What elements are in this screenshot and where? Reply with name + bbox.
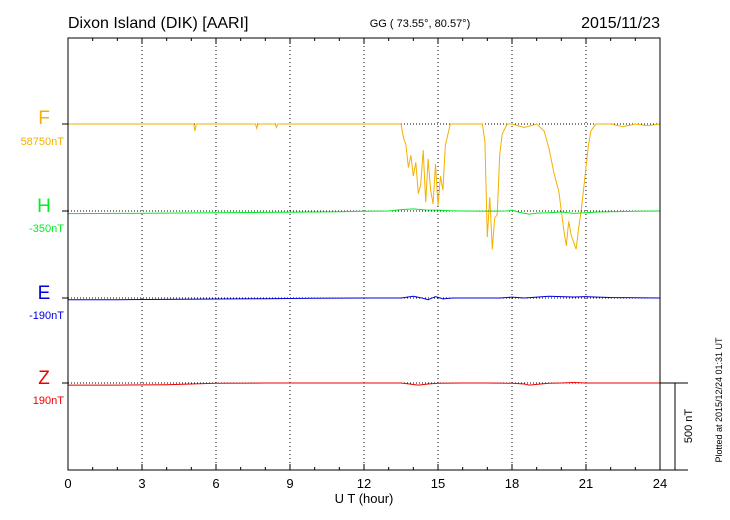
- trace-z: [68, 381, 660, 386]
- x-tick-label: 18: [505, 476, 519, 491]
- scale-bar: 500 nT: [660, 382, 695, 471]
- series-name-e: E: [38, 283, 51, 304]
- x-tick-label: 6: [212, 476, 219, 491]
- station-coordinates: GG ( 73.55°, 80.57°): [370, 18, 471, 30]
- x-tick-label: 3: [138, 476, 145, 491]
- series-baseline-h: -350nT: [29, 223, 64, 235]
- x-tick-label: 0: [64, 476, 71, 491]
- station-title: Dixon Island (DIK) [AARI]: [68, 15, 249, 32]
- plotted-timestamp: Plotted at 2015/12/24 01:31 UT: [714, 337, 724, 463]
- grid-lines: [141, 38, 587, 470]
- x-tick-label: 24: [653, 476, 667, 491]
- x-axis-ticks: 0 3 6 9 12 15 18 21 24: [64, 38, 667, 491]
- series-name-f: F: [38, 108, 50, 129]
- plot-date: 2015/11/23: [581, 15, 660, 32]
- trace-group: [62, 123, 661, 386]
- series-name-h: H: [37, 196, 51, 217]
- series-baseline-e: -190nT: [29, 310, 64, 322]
- series-baseline-f: 58750nT: [21, 136, 65, 148]
- trace-e: [68, 295, 661, 301]
- x-axis-label: U T (hour): [335, 491, 394, 506]
- x-tick-label: 15: [431, 476, 445, 491]
- series-baseline-z: 190nT: [33, 395, 64, 407]
- series-labels: F 58750nT H -350nT E -190nT Z 190nT: [21, 108, 65, 407]
- trace-f: [68, 123, 661, 250]
- trace-h: [67, 208, 661, 215]
- scale-bar-label: 500 nT: [683, 409, 695, 444]
- x-tick-label: 21: [579, 476, 593, 491]
- x-tick-label: 12: [357, 476, 371, 491]
- series-name-z: Z: [38, 368, 50, 389]
- x-tick-label: 9: [286, 476, 293, 491]
